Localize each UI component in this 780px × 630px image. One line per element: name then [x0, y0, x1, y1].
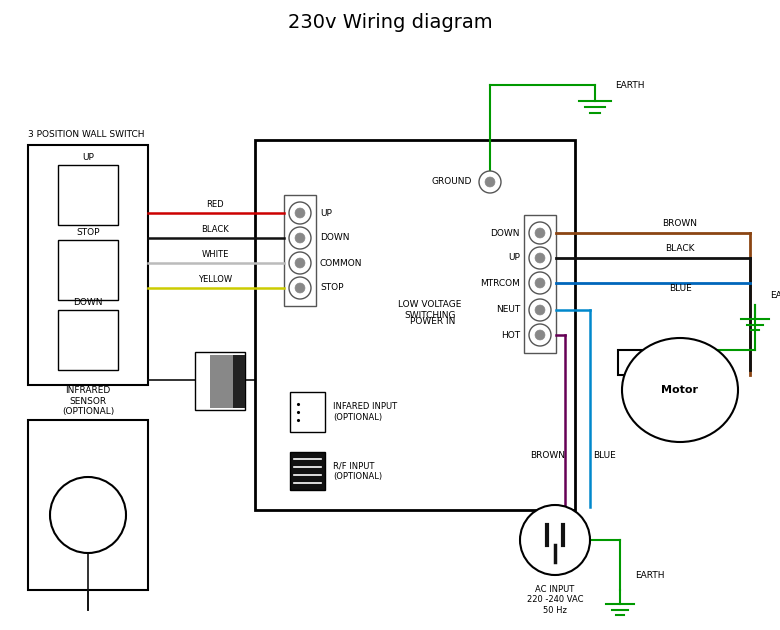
- Text: NEUT: NEUT: [496, 306, 520, 314]
- Bar: [233, 355, 245, 408]
- Text: STOP: STOP: [320, 284, 343, 292]
- Bar: [58, 240, 118, 300]
- Text: GROUND: GROUND: [431, 178, 472, 186]
- Circle shape: [520, 505, 590, 575]
- Bar: [284, 195, 316, 306]
- Text: Motor: Motor: [661, 385, 699, 395]
- Text: EARTH: EARTH: [635, 571, 665, 580]
- Bar: [195, 352, 245, 410]
- Text: DOWN: DOWN: [491, 229, 520, 238]
- Circle shape: [529, 247, 551, 269]
- Bar: [28, 145, 148, 385]
- Circle shape: [479, 171, 501, 193]
- Circle shape: [535, 278, 545, 288]
- Text: 3 POSITION WALL SWITCH: 3 POSITION WALL SWITCH: [28, 130, 144, 139]
- Bar: [290, 392, 325, 432]
- Text: DOWN: DOWN: [320, 234, 349, 243]
- Bar: [28, 420, 148, 590]
- Text: BLUE: BLUE: [594, 451, 616, 460]
- Text: COMMON: COMMON: [320, 258, 363, 268]
- Bar: [290, 452, 325, 490]
- Text: AC INPUT
220 -240 VAC
50 Hz: AC INPUT 220 -240 VAC 50 Hz: [526, 585, 583, 615]
- Text: UP: UP: [508, 253, 520, 263]
- Text: BLACK: BLACK: [665, 244, 695, 253]
- Circle shape: [535, 228, 545, 238]
- Text: 230v Wiring diagram: 230v Wiring diagram: [288, 13, 492, 32]
- Text: BROWN: BROWN: [530, 451, 566, 460]
- Circle shape: [535, 305, 545, 315]
- Text: EARTH: EARTH: [770, 290, 780, 299]
- Circle shape: [535, 253, 545, 263]
- Circle shape: [295, 258, 305, 268]
- Bar: [58, 165, 118, 225]
- Text: WHITE: WHITE: [201, 250, 229, 259]
- Bar: [255, 140, 575, 510]
- Circle shape: [295, 208, 305, 218]
- Text: LOW VOLTAGE
SWITCHING: LOW VOLTAGE SWITCHING: [399, 301, 462, 319]
- Text: DOWN: DOWN: [73, 298, 103, 307]
- Ellipse shape: [622, 338, 738, 442]
- Circle shape: [529, 272, 551, 294]
- Bar: [524, 215, 556, 353]
- Text: EARTH: EARTH: [615, 81, 644, 89]
- Circle shape: [289, 277, 311, 299]
- Bar: [58, 310, 118, 370]
- Text: BROWN: BROWN: [662, 219, 697, 228]
- Text: UP: UP: [82, 153, 94, 162]
- Text: BLUE: BLUE: [668, 284, 691, 293]
- Text: STOP: STOP: [76, 228, 100, 237]
- Circle shape: [295, 283, 305, 293]
- Text: UP: UP: [320, 209, 331, 217]
- Text: MTRCOM: MTRCOM: [480, 278, 520, 287]
- Text: YELLOW: YELLOW: [198, 275, 232, 284]
- Text: BLACK: BLACK: [201, 225, 229, 234]
- Bar: [618, 350, 685, 375]
- Circle shape: [485, 177, 495, 187]
- Circle shape: [50, 477, 126, 553]
- Text: POWER IN: POWER IN: [410, 318, 455, 326]
- Text: R/F INPUT
(OPTIONAL): R/F INPUT (OPTIONAL): [333, 461, 382, 481]
- Circle shape: [289, 202, 311, 224]
- Circle shape: [529, 324, 551, 346]
- Circle shape: [295, 233, 305, 243]
- Text: HOT: HOT: [501, 331, 520, 340]
- Circle shape: [529, 222, 551, 244]
- Text: INFRARED
SENSOR
(OPTIONAL): INFRARED SENSOR (OPTIONAL): [62, 386, 114, 416]
- Circle shape: [535, 330, 545, 340]
- Text: RED: RED: [206, 200, 224, 209]
- Circle shape: [289, 227, 311, 249]
- Bar: [210, 355, 245, 408]
- Text: INFARED INPUT
(OPTIONAL): INFARED INPUT (OPTIONAL): [333, 403, 397, 421]
- Circle shape: [529, 299, 551, 321]
- Circle shape: [289, 252, 311, 274]
